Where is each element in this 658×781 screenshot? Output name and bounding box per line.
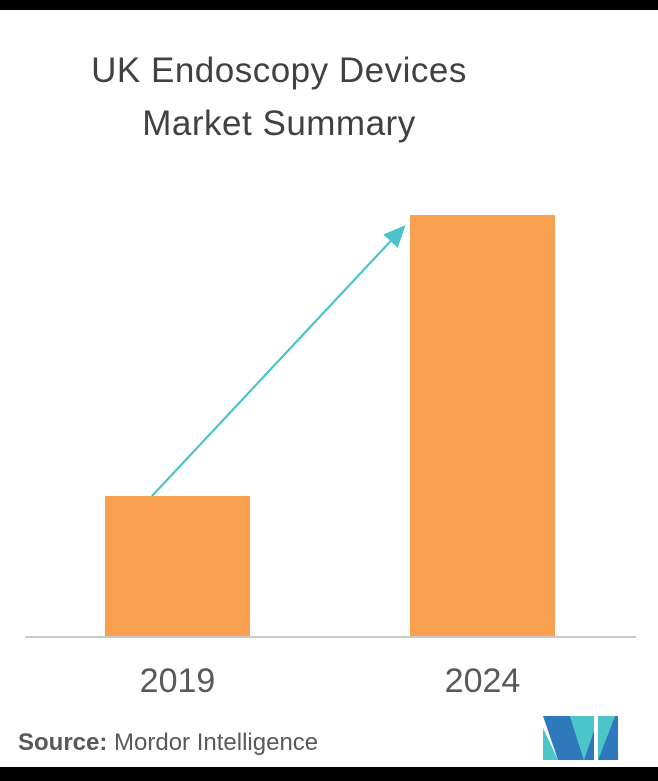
growth-arrow-line xyxy=(151,225,406,497)
bar-2024 xyxy=(410,215,555,637)
logo-teal-wedge xyxy=(543,728,558,760)
source-attribution: Source: Mordor Intelligence xyxy=(18,729,318,757)
x-axis-line xyxy=(25,636,636,638)
chart-title-line2: Market Summary xyxy=(142,104,416,143)
x-label-2019: 2019 xyxy=(139,662,216,700)
bottom-border-bar xyxy=(0,767,658,781)
bar-2019 xyxy=(105,496,250,637)
logo-i-blue xyxy=(598,716,618,760)
logo-blue-stroke xyxy=(543,716,584,760)
x-label-2024: 2024 xyxy=(444,662,521,700)
mordor-intelligence-logo xyxy=(543,716,618,760)
chart-title: UK Endoscopy Devices Market Summary xyxy=(0,44,558,150)
source-label: Source: xyxy=(18,729,108,756)
top-border-bar xyxy=(0,0,658,10)
chart-title-line1: UK Endoscopy Devices xyxy=(91,51,467,90)
source-text: Mordor Intelligence xyxy=(114,729,319,756)
logo-blue-corner xyxy=(584,730,594,760)
logo-teal-stroke xyxy=(570,716,594,760)
